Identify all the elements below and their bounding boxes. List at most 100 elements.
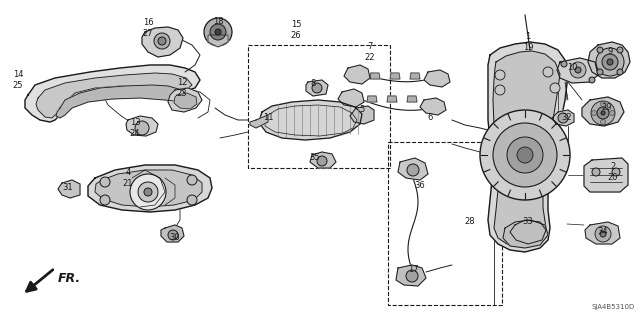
Circle shape — [600, 120, 605, 124]
Text: 12
23: 12 23 — [177, 78, 188, 98]
Text: 35: 35 — [310, 153, 320, 162]
Circle shape — [591, 110, 596, 115]
Text: 13
24: 13 24 — [130, 118, 140, 138]
Polygon shape — [208, 35, 228, 47]
Text: 10: 10 — [567, 63, 577, 72]
Circle shape — [543, 67, 553, 77]
Circle shape — [601, 111, 605, 115]
Polygon shape — [387, 96, 397, 102]
Text: 29: 29 — [602, 103, 612, 113]
Circle shape — [100, 195, 110, 205]
Polygon shape — [88, 165, 212, 212]
Circle shape — [617, 69, 623, 75]
Text: FR.: FR. — [58, 271, 81, 285]
Polygon shape — [424, 70, 450, 87]
Circle shape — [596, 48, 624, 76]
Circle shape — [493, 123, 557, 187]
Polygon shape — [338, 89, 364, 107]
Text: 7
22: 7 22 — [365, 42, 375, 62]
Polygon shape — [56, 85, 188, 118]
Text: 6: 6 — [428, 114, 433, 122]
Circle shape — [600, 231, 606, 237]
Circle shape — [100, 177, 110, 187]
Text: SJA4B5310D: SJA4B5310D — [592, 304, 635, 310]
Circle shape — [187, 175, 197, 185]
Polygon shape — [250, 115, 268, 128]
Text: 5: 5 — [360, 106, 365, 115]
Circle shape — [595, 226, 611, 242]
Circle shape — [407, 164, 419, 176]
Polygon shape — [390, 73, 400, 79]
Polygon shape — [126, 116, 158, 136]
Circle shape — [158, 37, 166, 45]
Text: 36: 36 — [415, 181, 426, 189]
Circle shape — [617, 47, 623, 53]
Polygon shape — [410, 73, 420, 79]
Circle shape — [602, 54, 618, 70]
Polygon shape — [168, 88, 202, 112]
Polygon shape — [344, 65, 370, 84]
Circle shape — [591, 101, 615, 125]
Circle shape — [210, 24, 226, 40]
Polygon shape — [25, 65, 200, 122]
Polygon shape — [95, 170, 202, 207]
Text: 33: 33 — [523, 218, 533, 226]
Polygon shape — [503, 220, 548, 248]
Circle shape — [570, 62, 586, 78]
Text: 1
19: 1 19 — [523, 32, 533, 52]
Circle shape — [480, 110, 570, 200]
Text: 32: 32 — [562, 114, 572, 122]
Polygon shape — [588, 42, 630, 78]
Circle shape — [204, 18, 232, 46]
Polygon shape — [350, 106, 374, 124]
Circle shape — [597, 107, 609, 119]
Text: 2
20: 2 20 — [608, 162, 618, 182]
Circle shape — [517, 147, 533, 163]
Text: 14
25: 14 25 — [13, 70, 23, 90]
Text: 18: 18 — [212, 18, 223, 26]
Circle shape — [215, 29, 221, 35]
Circle shape — [138, 182, 158, 202]
Circle shape — [312, 83, 322, 93]
Circle shape — [612, 168, 620, 176]
Text: 15
26: 15 26 — [291, 20, 301, 40]
Text: 17: 17 — [408, 265, 419, 275]
Text: 30: 30 — [170, 234, 180, 242]
Polygon shape — [488, 42, 568, 252]
Polygon shape — [407, 96, 417, 102]
Circle shape — [154, 33, 170, 49]
Circle shape — [168, 230, 178, 240]
Circle shape — [507, 137, 543, 173]
Text: 28: 28 — [465, 218, 476, 226]
Polygon shape — [36, 73, 192, 118]
Text: 34: 34 — [598, 227, 608, 236]
Circle shape — [317, 156, 327, 166]
Circle shape — [597, 69, 603, 75]
Polygon shape — [510, 220, 546, 244]
Polygon shape — [367, 96, 377, 102]
Circle shape — [558, 113, 568, 123]
Polygon shape — [584, 158, 628, 192]
Circle shape — [597, 47, 603, 53]
Circle shape — [130, 174, 166, 210]
Polygon shape — [142, 27, 183, 57]
Polygon shape — [58, 180, 80, 198]
Polygon shape — [552, 110, 574, 126]
Polygon shape — [174, 93, 197, 109]
Polygon shape — [493, 51, 560, 246]
Polygon shape — [161, 225, 184, 242]
Text: 16
27: 16 27 — [143, 18, 154, 38]
Circle shape — [550, 83, 560, 93]
Polygon shape — [420, 98, 446, 115]
Circle shape — [187, 195, 197, 205]
Polygon shape — [398, 158, 428, 180]
Polygon shape — [557, 58, 598, 83]
Circle shape — [589, 77, 595, 83]
Text: 4
21: 4 21 — [123, 168, 133, 188]
Circle shape — [135, 121, 149, 135]
Polygon shape — [582, 97, 624, 126]
Polygon shape — [260, 100, 362, 140]
Text: 31: 31 — [63, 182, 74, 191]
Circle shape — [575, 67, 581, 73]
Polygon shape — [396, 265, 426, 286]
